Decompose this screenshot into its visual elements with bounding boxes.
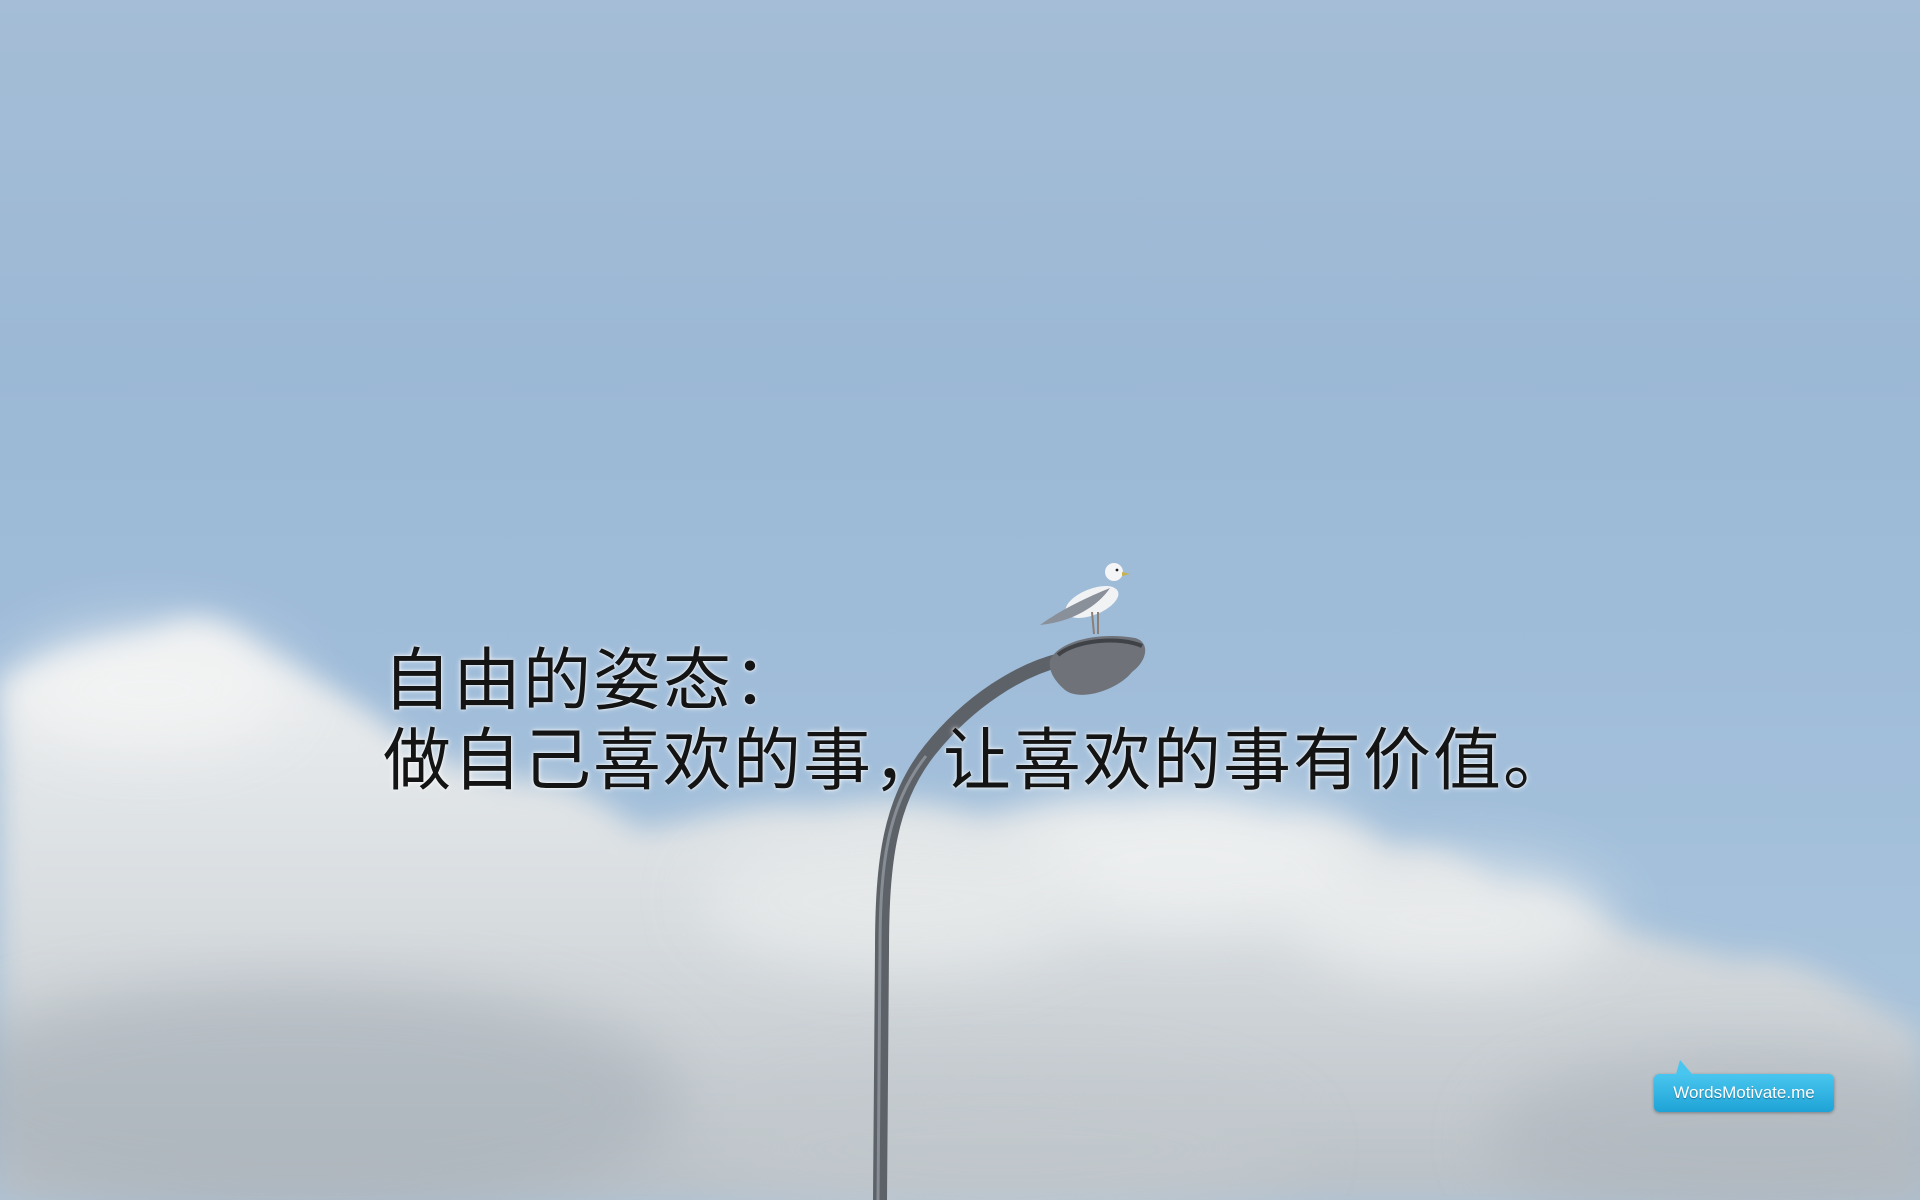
quote-line-1: 自由的姿态： <box>383 642 804 721</box>
seagull <box>1040 563 1130 635</box>
wordsmotivate-badge[interactable]: WordsMotivate.me <box>1654 1060 1834 1112</box>
street-lamp <box>873 636 1146 1200</box>
quote-line-2: 做自己喜欢的事，让喜欢的事有价值。 <box>383 722 1574 801</box>
quote-text: 自由的姿态： 做自己喜欢的事，让喜欢的事有价值。 <box>383 642 1573 802</box>
